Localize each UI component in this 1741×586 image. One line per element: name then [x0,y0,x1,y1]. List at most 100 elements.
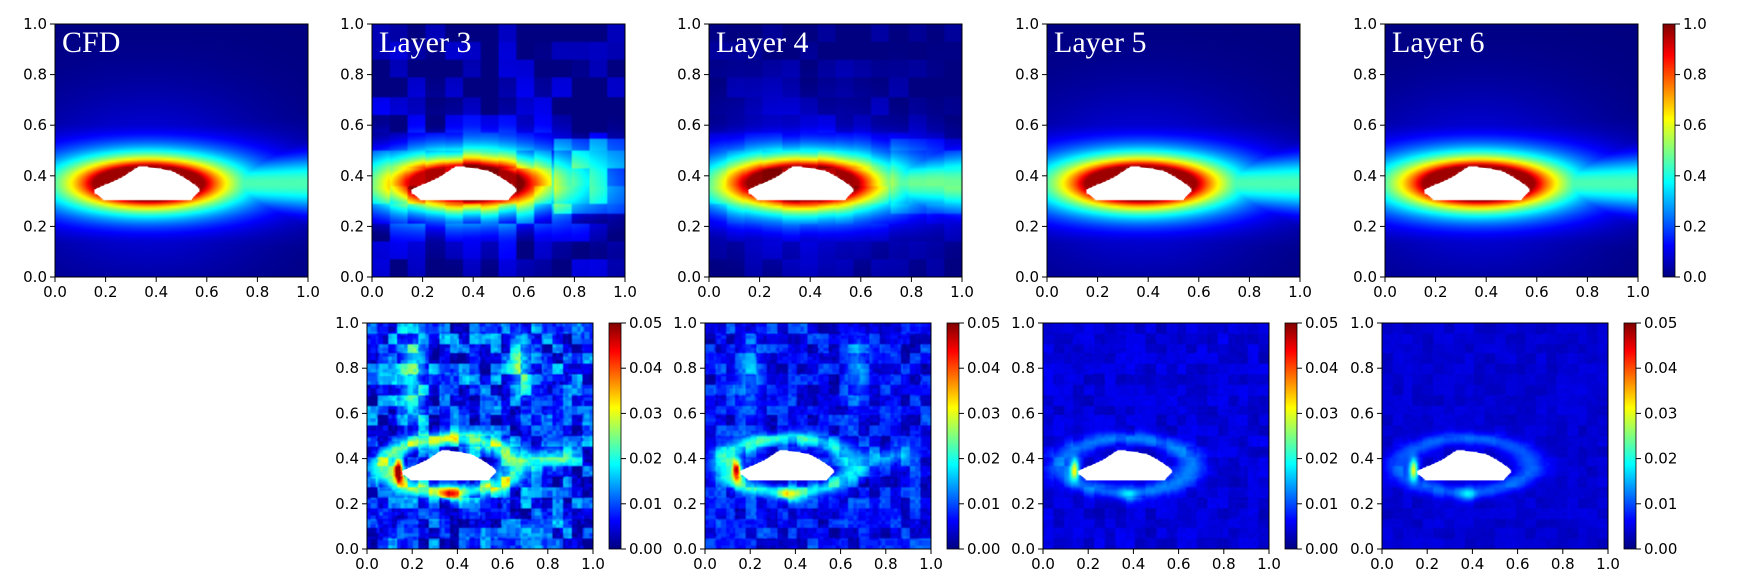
heatmap-image [372,24,625,277]
colorbar-gradient [1284,322,1298,550]
colorbar-gradient [1662,23,1676,278]
y-tick-label: 0.4 [1011,450,1035,468]
x-tick-label: 0.2 [1086,283,1110,301]
x-tick-label: 0.8 [536,555,560,573]
colorbar-tick-label: 0.05 [1644,314,1677,332]
y-tick-label: 0.2 [1353,217,1377,235]
colorbar-tick-label: 0.00 [1644,540,1677,558]
x-tick-label: 0.2 [400,555,424,573]
y-tick-label: 0.2 [23,217,47,235]
y-tick-label: 0.6 [1011,404,1035,422]
x-tick-label: 0.2 [1076,555,1100,573]
y-tick-label: 0.8 [673,359,697,377]
colorbar-tick-label: 0.02 [629,450,662,468]
x-tick-label: 0.8 [1237,283,1261,301]
y-tick-label: 1.0 [23,15,47,33]
x-tick-label: 0.2 [738,555,762,573]
colorbar-tick-label: 0.01 [1644,495,1677,513]
y-tick-label: 0.6 [340,116,364,134]
heatmap-image [367,323,593,549]
x-tick-label: 0.6 [1187,283,1211,301]
x-tick-label: 0.0 [693,555,717,573]
x-tick-label: 0.6 [491,555,515,573]
car-silhouette [1417,450,1511,481]
x-tick-label: 1.0 [613,283,637,301]
x-tick-label: 0.6 [1525,283,1549,301]
x-tick-label: 1.0 [296,283,320,301]
y-tick-label: 0.2 [1350,495,1374,513]
axes-frame [1042,322,1270,550]
axes-frame [704,322,932,550]
colorbar-tick-label: 0.02 [1644,450,1677,468]
y-tick-label: 0.2 [677,217,701,235]
x-tick-label: 1.0 [581,555,605,573]
axes-frame [371,23,626,278]
x-tick-label: 0.6 [829,555,853,573]
colorbar-tick-label: 0.01 [967,495,1000,513]
y-tick-label: 0.2 [340,217,364,235]
y-tick-label: 0.4 [677,167,701,185]
car-silhouette [1424,166,1530,200]
y-tick-label: 1.0 [673,314,697,332]
x-tick-label: 0.4 [1136,283,1160,301]
axes-frame [366,322,594,550]
y-tick-label: 0.4 [23,167,47,185]
colorbar-top: 0.0 0.2 0.4 0.6 0.8 1.0 [1662,15,1707,286]
heatmap-panel-4: 0.0 0.2 0.4 0.6 0.8 1.0 0.0 0.2 0.4 0.6 0.8 1.0 Laye… [1353,15,1650,301]
colorbar-bot1: 0.00 0.01 0.02 0.03 0.04 0.05 [946,314,1000,558]
colorbar-tick-label: 0.00 [629,540,662,558]
colorbar-bot2: 0.00 0.01 0.02 0.03 0.04 0.05 [1284,314,1338,558]
y-tick-label: 1.0 [335,314,359,332]
colorbar-bot0: 0.00 0.01 0.02 0.03 0.04 0.05 [608,314,662,558]
y-tick-label: 0.6 [677,116,701,134]
colorbar-tick-label: 0.05 [629,314,662,332]
y-tick-label: 0.4 [1015,167,1039,185]
x-tick-label: 0.2 [1415,555,1439,573]
y-tick-label: 0.8 [335,359,359,377]
car-silhouette [748,166,854,200]
y-tick-label: 0.8 [23,66,47,84]
x-tick-label: 0.0 [355,555,379,573]
y-tick-label: 0.8 [1350,359,1374,377]
x-tick-label: 0.8 [899,283,923,301]
y-tick-label: 1.0 [1015,15,1039,33]
y-tick-label: 0.8 [340,66,364,84]
colorbar-gradient [1623,322,1637,550]
x-tick-label: 0.4 [144,283,168,301]
heatmap-image [1385,24,1638,277]
colorbar-tick-label: 0.6 [1683,116,1707,134]
x-tick-label: 0.8 [1575,283,1599,301]
x-tick-label: 0.4 [1121,555,1145,573]
x-tick-label: 0.8 [1551,555,1575,573]
x-tick-label: 0.0 [1031,555,1055,573]
axes-frame [708,23,963,278]
colorbar-tick-label: 0.03 [1644,404,1677,422]
x-tick-label: 0.2 [1424,283,1448,301]
x-tick-label: 0.4 [1460,555,1484,573]
colorbar-tick-label: 0.02 [967,450,1000,468]
heatmap-panel-3: 0.0 0.2 0.4 0.6 0.8 1.0 0.0 0.2 0.4 0.6 0.8 1.0 Laye… [1015,15,1312,301]
heatmap-panel-6: 0.0 0.2 0.4 0.6 0.8 1.0 0.0 0.2 0.4 0.6 0.8 1.0 [673,314,943,573]
y-tick-label: 0.2 [1011,495,1035,513]
x-tick-label: 0.4 [445,555,469,573]
colorbar-bot3: 0.00 0.01 0.02 0.03 0.04 0.05 [1623,314,1677,558]
heatmap-image [709,24,962,277]
heatmap-image [1047,24,1300,277]
colorbar-tick-label: 0.2 [1683,217,1707,235]
axes-frame [1046,23,1301,278]
colorbar-tick-label: 0.0 [1683,268,1707,286]
colorbar-tick-label: 0.05 [967,314,1000,332]
x-tick-label: 0.4 [783,555,807,573]
axes-frame [54,23,309,278]
y-tick-label: 1.0 [1353,15,1377,33]
colorbar-tick-label: 0.04 [629,359,662,377]
x-tick-label: 0.4 [798,283,822,301]
x-tick-label: 1.0 [1257,555,1281,573]
colorbar-tick-label: 0.00 [1305,540,1338,558]
colorbar-gradient [608,322,622,550]
y-tick-label: 0.0 [677,268,701,286]
x-tick-label: 0.0 [360,283,384,301]
y-tick-label: 0.8 [1353,66,1377,84]
colorbar-tick-label: 1.0 [1683,15,1707,33]
